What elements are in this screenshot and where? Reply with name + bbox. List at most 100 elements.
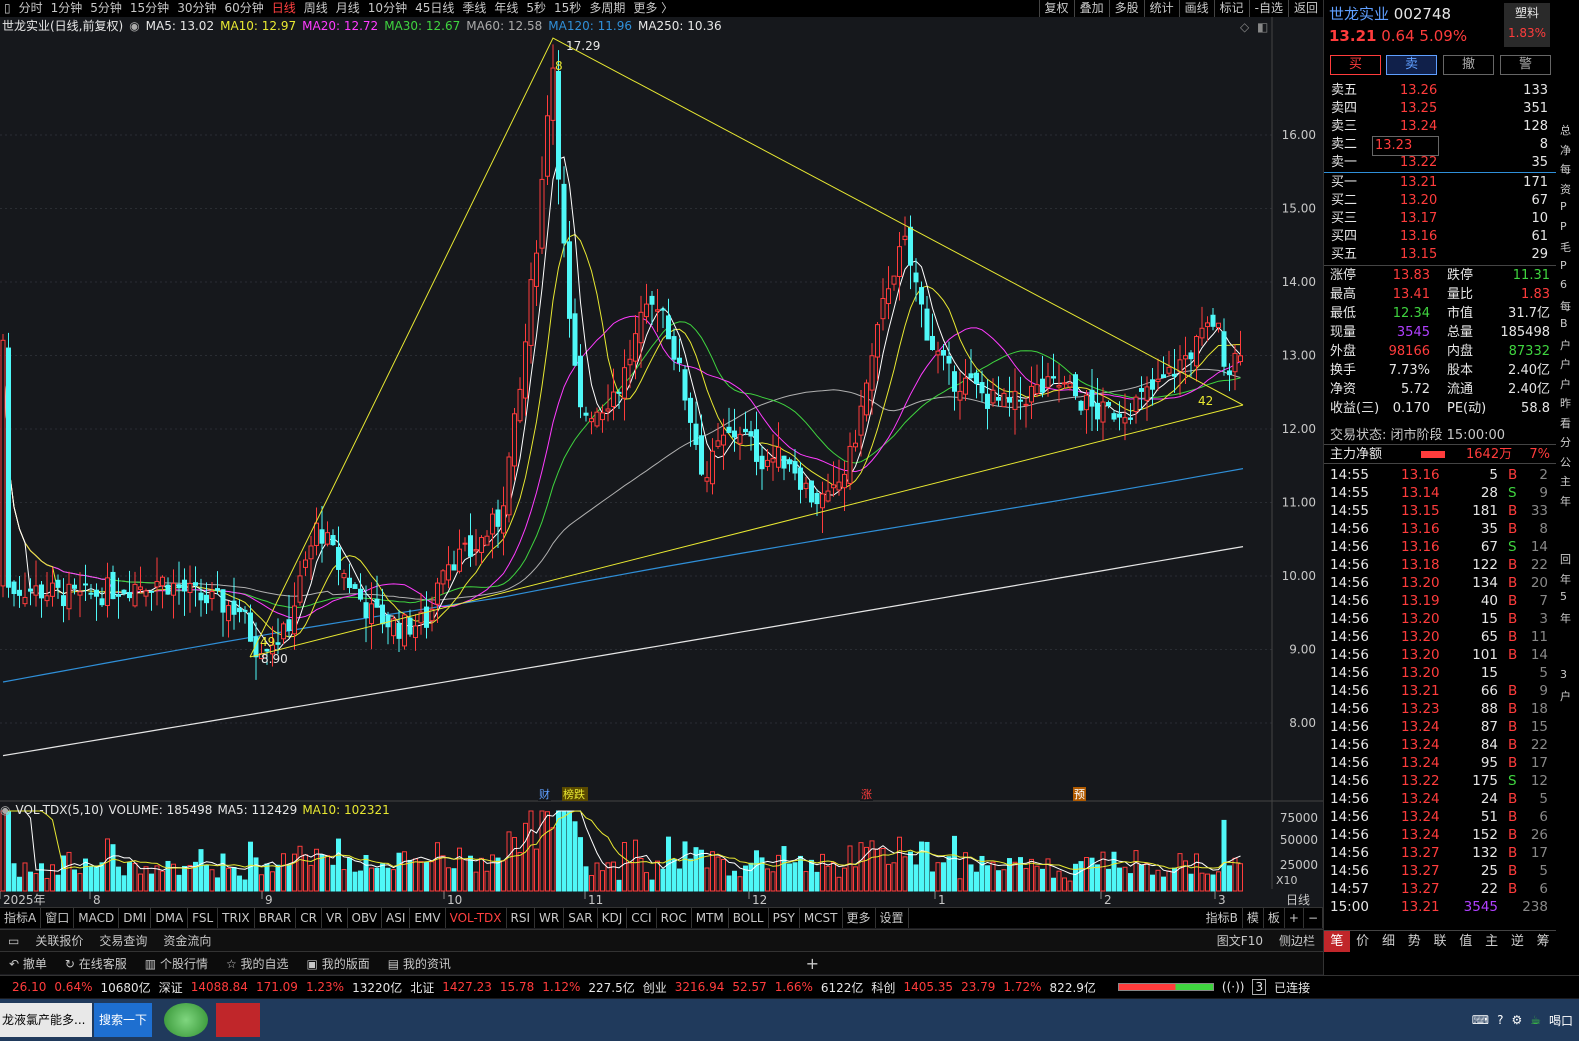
bar3-item-5[interactable]: ▤ 我的资讯 [387, 956, 451, 971]
bar3-item-0[interactable]: ↶ 撤单 [9, 956, 47, 971]
right-tab-0[interactable]: 笔 [1324, 931, 1350, 952]
indicator-tab-6[interactable]: TRIX [218, 908, 255, 928]
bid-row[interactable]: 买三 13.17 10 [1324, 210, 1552, 228]
period-tab-14[interactable]: 15秒 [554, 1, 582, 15]
indicator-tab-12[interactable]: EMV [410, 908, 446, 928]
tabs-right-3[interactable]: + [1285, 908, 1304, 928]
bar3-item-2[interactable]: ▥ 个股行情 [144, 956, 208, 971]
period-tab-9[interactable]: 10分钟 [367, 1, 408, 15]
indicator-tab-10[interactable]: OBV [348, 908, 383, 928]
sector-tag[interactable]: 塑料 1.83% [1504, 3, 1550, 47]
tabs-right-0[interactable]: 指标B [1202, 908, 1243, 928]
tray-help-icon[interactable]: ? [1497, 1013, 1504, 1027]
bar2-item-1[interactable]: 交易查询 [99, 934, 148, 948]
taskbar-item-news[interactable]: 龙液氯产能多... [0, 1003, 92, 1037]
event-marker[interactable]: 榜跌 [563, 787, 585, 801]
indicator-tab-19[interactable]: ROC [657, 908, 692, 928]
bar3-item-1[interactable]: ↻ 在线客服 [64, 956, 127, 971]
indicator-tab-5[interactable]: FSL [188, 908, 219, 928]
right-tab-4[interactable]: 联 [1433, 934, 1447, 949]
candlestick-chart[interactable]: 16.00 15.00 14.00 13.00 12.00 11.00 10.00 9.00 8… [0, 17, 1323, 907]
period-tab-13[interactable]: 5秒 [526, 1, 547, 15]
bar2-icon[interactable]: ▭ [8, 933, 20, 948]
topbar-action-1[interactable]: 叠加 [1073, 0, 1109, 17]
right-tab-5[interactable]: 值 [1459, 934, 1473, 949]
bid-row[interactable]: 买二 13.20 67 [1324, 192, 1552, 210]
period-tab-10[interactable]: 45日线 [415, 1, 455, 15]
bar2-item-2[interactable]: 资金流向 [163, 934, 212, 948]
period-tab-5[interactable]: 60分钟 [224, 1, 264, 15]
topbar-action-5[interactable]: 标记 [1213, 0, 1249, 17]
tray-drink-icon[interactable]: ☕ [1530, 1013, 1541, 1027]
period-tab-3[interactable]: 15分钟 [129, 1, 170, 15]
indicator-tab-18[interactable]: CCI [627, 908, 657, 928]
right-tab-2[interactable]: 细 [1381, 934, 1395, 949]
taskbar-item-search[interactable]: 搜索一下 [94, 1003, 152, 1037]
alert-button[interactable]: 警 [1500, 55, 1551, 75]
ask-row[interactable]: 卖五 13.26 133 [1324, 82, 1552, 100]
period-tab-7[interactable]: 周线 [303, 1, 328, 15]
app-icon-trader[interactable] [216, 1003, 260, 1037]
indicator-tab-16[interactable]: SAR [564, 908, 598, 928]
right-tab-3[interactable]: 势 [1407, 934, 1421, 949]
tabs-right-2[interactable]: 板 [1264, 908, 1285, 928]
sidebar-button[interactable]: 侧边栏 [1278, 934, 1315, 948]
right-tab-1[interactable]: 价 [1356, 934, 1370, 949]
menu-icon[interactable]: ▯ [4, 1, 11, 15]
indicator-tab-7[interactable]: BRAR [255, 908, 297, 928]
bar3-item-3[interactable]: ☆ 我的自选 [225, 956, 289, 971]
period-tab-2[interactable]: 5分钟 [90, 1, 122, 15]
bar3-item-4[interactable]: ▣ 我的版面 [306, 956, 370, 971]
event-marker[interactable]: 财 [539, 787, 550, 801]
right-tab-8[interactable]: 筹 [1536, 934, 1550, 949]
cancel-button[interactable]: 撤 [1443, 55, 1494, 75]
indicator-tab-13[interactable]: VOL-TDX [446, 908, 507, 928]
vol-toggle-icon[interactable]: ◉ [0, 803, 11, 817]
indicator-tab-21[interactable]: BOLL [729, 908, 769, 928]
indicator-tab-22[interactable]: PSY [769, 908, 800, 928]
f10-button[interactable]: 图文F10 [1216, 934, 1263, 948]
event-marker[interactable]: 涨 [861, 788, 872, 801]
period-tab-4[interactable]: 30分钟 [177, 1, 217, 15]
indicator-tab-11[interactable]: ASI [382, 908, 411, 928]
bid-row[interactable]: 买四 13.16 61 [1324, 228, 1552, 246]
ask-row[interactable]: 卖四 13.25 351 [1324, 100, 1552, 118]
indicator-tab-4[interactable]: DMA [151, 908, 189, 928]
period-tab-16[interactable]: 更多 〉 [633, 1, 674, 15]
tabs-right-1[interactable]: 模 [1243, 908, 1264, 928]
right-tab-7[interactable]: 逆 [1510, 934, 1524, 949]
sell-button[interactable]: 卖 [1386, 55, 1437, 75]
bid-row[interactable]: 买一 13.21 171 [1324, 174, 1552, 192]
indicator-tab-2[interactable]: MACD [74, 908, 120, 928]
period-tab-1[interactable]: 1分钟 [50, 1, 83, 15]
legend-toggle-icon[interactable]: ◉ [129, 19, 140, 33]
indicator-tab-20[interactable]: MTM [692, 908, 729, 928]
topbar-action-2[interactable]: 多股 [1108, 0, 1144, 17]
indicator-tab-25[interactable]: 设置 [876, 908, 909, 928]
indicator-tab-3[interactable]: DMI [119, 908, 152, 928]
indicator-tab-0[interactable]: 指标A [0, 908, 42, 928]
indicator-tab-23[interactable]: MCST [800, 908, 843, 928]
bar2-item-0[interactable]: 关联报价 [35, 934, 84, 948]
add-icon[interactable]: + [805, 953, 819, 973]
indicator-tab-1[interactable]: 窗口 [41, 908, 75, 928]
app-icon-browser[interactable] [164, 1003, 208, 1037]
period-tab-11[interactable]: 季线 [462, 1, 487, 15]
topbar-action-7[interactable]: 返回 [1287, 0, 1323, 17]
window-icon[interactable]: ◧ [1257, 20, 1268, 34]
indicator-tab-15[interactable]: WR [535, 908, 565, 928]
ask-row[interactable]: 卖一 13.22 35 [1324, 154, 1552, 172]
right-tab-6[interactable]: 主 [1485, 934, 1499, 949]
period-tab-12[interactable]: 年线 [494, 1, 519, 15]
topbar-action-0[interactable]: 复权 [1038, 0, 1074, 17]
indicator-tab-9[interactable]: VR [322, 908, 348, 928]
bid-row[interactable]: 买五 13.15 29 [1324, 246, 1552, 264]
period-tab-15[interactable]: 多周期 [589, 1, 626, 15]
period-tab-0[interactable]: 分时 [18, 1, 43, 15]
chart-area[interactable]: 16.00 15.00 14.00 13.00 12.00 11.00 10.00 9.00 8… [0, 17, 1323, 907]
tray-settings-icon[interactable]: ⚙ [1511, 1013, 1523, 1027]
ask-row[interactable]: 卖三 13.24 128 [1324, 118, 1552, 136]
ask-row[interactable]: 卖二 13.23 8 [1324, 136, 1552, 156]
topbar-action-6[interactable]: -自选 [1248, 0, 1288, 17]
period-tab-8[interactable]: 月线 [335, 1, 360, 15]
